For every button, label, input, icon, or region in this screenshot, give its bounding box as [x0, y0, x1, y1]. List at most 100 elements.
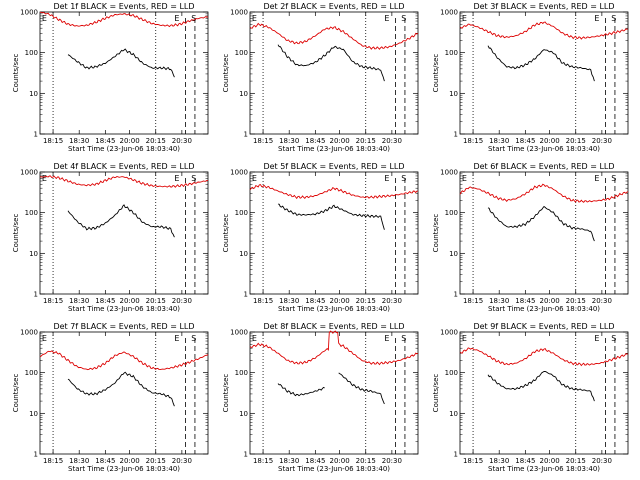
y-tick-label: 100	[25, 49, 38, 57]
plot-frame	[459, 11, 629, 135]
events-series-line	[487, 45, 595, 82]
top-marker-label: S	[191, 174, 196, 183]
x-axis-label: Start Time (23-Jun-06 18:03:40)	[278, 145, 390, 153]
y-tick-label: 1000	[440, 329, 458, 337]
y-tick-label: 10	[449, 410, 458, 418]
x-tick-label: 18:30	[279, 297, 299, 305]
top-marker-label: E	[594, 174, 599, 183]
x-tick-label: 18:45	[95, 297, 115, 305]
top-marker-label: E	[42, 14, 47, 23]
x-tick-label: 20:15	[566, 137, 586, 145]
x-tick-label: 18:15	[43, 137, 63, 145]
y-tick-label: 1	[244, 291, 248, 299]
plot-frame	[459, 331, 629, 455]
x-tick-label: 18:15	[253, 137, 273, 145]
top-marker-label: E	[174, 14, 179, 23]
plot-panel: Det 2f BLACK = Events, RED = LLD 1 10 100 10…	[222, 2, 419, 153]
top-marker-label: E	[252, 14, 257, 23]
x-tick-label: 20:00	[330, 297, 350, 305]
x-tick-label: 20:00	[120, 297, 140, 305]
x-axis-label: Start Time (23-Jun-06 18:03:40)	[488, 145, 600, 153]
y-axis-label: Counts/sec	[222, 54, 230, 93]
lld-series-line	[39, 11, 209, 28]
lld-series-line	[459, 21, 629, 40]
y-tick-label: 100	[235, 49, 248, 57]
plot-frame	[459, 171, 629, 295]
y-tick-label: 1000	[20, 329, 38, 337]
x-tick-label: 18:45	[305, 457, 325, 465]
x-tick-label: 20:15	[146, 297, 166, 305]
top-marker-label: S	[401, 174, 406, 183]
plot-title: Det 5f BLACK = Events, RED = LLD	[263, 162, 404, 171]
top-marker-label: E	[384, 14, 389, 23]
y-tick-label: 1	[454, 131, 458, 139]
x-tick-label: 18:45	[515, 457, 535, 465]
events-series-line	[277, 203, 385, 230]
x-tick-label: 20:30	[382, 457, 402, 465]
y-tick-label: 10	[29, 90, 38, 98]
top-marker-label: S	[611, 334, 616, 343]
x-tick-label: 20:15	[146, 457, 166, 465]
plot-frame	[249, 171, 419, 295]
top-marker-label: E	[174, 334, 179, 343]
y-tick-label: 1000	[20, 9, 38, 17]
plot-panel: Det 5f BLACK = Events, RED = LLD 1 10 100 10…	[222, 162, 419, 313]
x-tick-label: 20:30	[172, 457, 192, 465]
top-marker-label: E	[384, 174, 389, 183]
y-axis-label: Counts/sec	[12, 214, 20, 253]
y-tick-label: 10	[239, 90, 248, 98]
x-tick-label: 18:45	[95, 457, 115, 465]
x-tick-label: 18:15	[463, 137, 483, 145]
x-tick-label: 18:30	[69, 457, 89, 465]
x-tick-label: 20:30	[592, 297, 612, 305]
top-marker-label: E	[252, 174, 257, 183]
x-tick-label: 18:15	[463, 457, 483, 465]
lld-series-line	[249, 22, 419, 50]
y-tick-label: 10	[239, 410, 248, 418]
y-tick-label: 1	[34, 451, 38, 459]
x-tick-label: 18:15	[253, 297, 273, 305]
x-tick-label: 20:30	[382, 297, 402, 305]
events-series-line	[487, 370, 595, 402]
y-axis-label: Counts/sec	[222, 214, 230, 253]
y-tick-label: 1	[454, 291, 458, 299]
x-tick-label: 18:30	[69, 137, 89, 145]
x-tick-label: 18:15	[43, 297, 63, 305]
events-series-line	[277, 383, 325, 397]
x-axis-label: Start Time (23-Jun-06 18:03:40)	[488, 305, 600, 313]
x-tick-label: 20:30	[172, 297, 192, 305]
x-tick-label: 18:30	[489, 297, 509, 305]
lld-series-line	[459, 347, 629, 367]
top-marker-label: S	[191, 334, 196, 343]
events-series-line	[487, 205, 595, 242]
plot-title: Det 3f BLACK = Events, RED = LLD	[473, 2, 614, 11]
y-tick-label: 1000	[20, 169, 38, 177]
top-marker-label: E	[594, 334, 599, 343]
y-tick-label: 1	[244, 451, 248, 459]
top-marker-label: E	[462, 334, 467, 343]
y-tick-label: 10	[239, 250, 248, 258]
x-tick-label: 20:15	[356, 297, 376, 305]
x-tick-label: 18:15	[253, 457, 273, 465]
top-marker-label: S	[401, 14, 406, 23]
y-tick-label: 100	[235, 209, 248, 217]
plot-panel: Det 6f BLACK = Events, RED = LLD 1 10 100 10…	[432, 162, 629, 313]
plot-panel: Det 9f BLACK = Events, RED = LLD 1 10 100 10…	[432, 322, 629, 473]
y-tick-label: 1000	[440, 169, 458, 177]
x-tick-label: 20:15	[146, 137, 166, 145]
y-tick-label: 100	[445, 209, 458, 217]
plot-frame	[39, 171, 209, 295]
x-tick-label: 20:30	[592, 137, 612, 145]
plot-panel: Det 3f BLACK = Events, RED = LLD 1 10 100 10…	[432, 2, 629, 153]
top-marker-label: E	[42, 174, 47, 183]
y-tick-label: 10	[29, 410, 38, 418]
plot-frame	[39, 331, 209, 455]
y-tick-label: 1	[34, 291, 38, 299]
top-marker-label: S	[611, 174, 616, 183]
top-marker-label: S	[191, 14, 196, 23]
plot-title: Det 6f BLACK = Events, RED = LLD	[473, 162, 614, 171]
y-tick-label: 1	[34, 131, 38, 139]
x-tick-label: 20:00	[540, 297, 560, 305]
events-series-line	[277, 44, 385, 82]
